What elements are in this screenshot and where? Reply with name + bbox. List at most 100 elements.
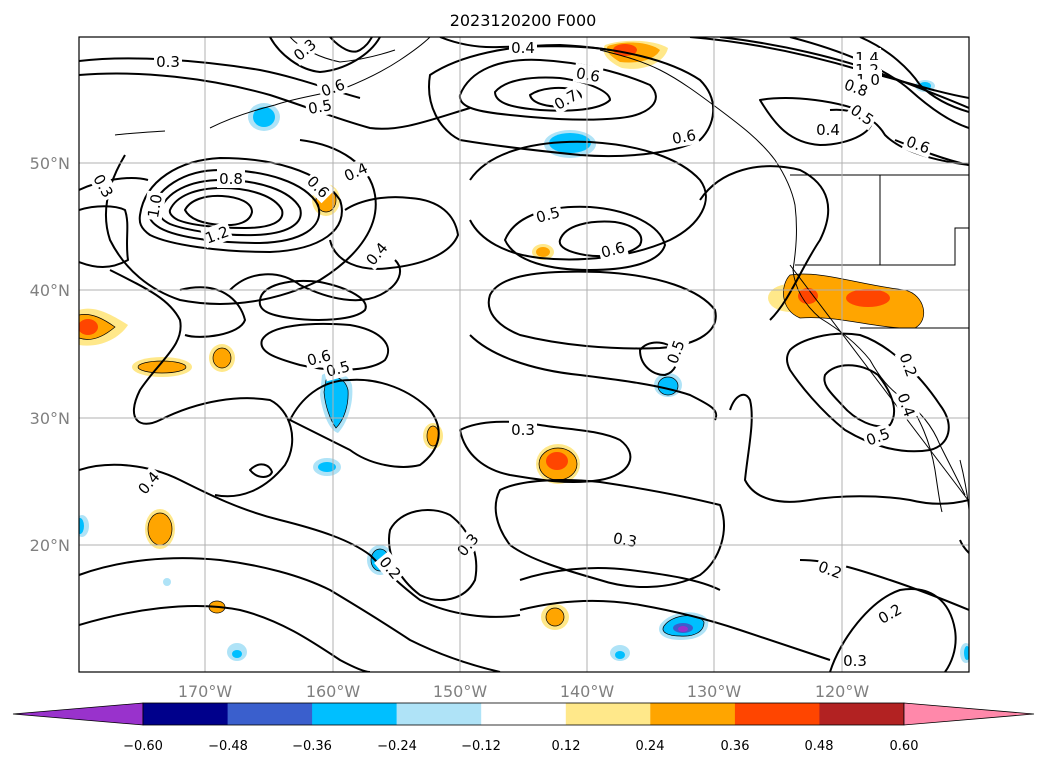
contour-label-text: 0.4	[816, 121, 840, 139]
contour-label-bg	[548, 84, 583, 115]
contour-line	[79, 177, 149, 191]
latitude-ticks: 50°N 40°N 30°N 20°N	[30, 154, 70, 555]
contour-line	[487, 270, 717, 350]
contour-line	[759, 97, 873, 146]
contour-label: 1.0	[142, 190, 167, 222]
contour-line	[388, 509, 478, 601]
contour-label-bg	[509, 420, 537, 439]
contour-label-text: 0.6	[599, 238, 627, 262]
contour-label-text: 0.3	[156, 53, 180, 71]
colorbar: −0.60 −0.48 −0.36 −0.24 −0.12 0.12 0.24 …	[12, 702, 1035, 754]
colorbar-segment	[143, 703, 228, 725]
contour-label-text: 1.0	[144, 193, 166, 220]
contour-label-bg	[841, 651, 869, 670]
lon-tick-label: 130°W	[687, 682, 742, 701]
lon-tick-label: 150°W	[433, 682, 488, 701]
contour-label-bg	[304, 94, 336, 119]
contour-label: 0.3	[154, 52, 182, 71]
contour-label-text: 0.8	[219, 170, 243, 188]
contour-line	[229, 259, 401, 302]
lat-tick-label: 20°N	[30, 536, 70, 555]
contour-line	[494, 479, 725, 588]
negative-anomaly-patch	[544, 130, 596, 158]
colorbar-tick-label: 0.48	[805, 739, 834, 754]
contour-line	[699, 165, 830, 321]
contour-label-bg	[596, 236, 629, 263]
contour-label-bg	[321, 355, 354, 382]
colorbar-segment	[396, 703, 482, 725]
contour-label: 0.2	[813, 555, 847, 584]
colorbar-tick-label: 0.60	[890, 739, 919, 754]
positive-anomaly-patch	[768, 273, 925, 329]
contour-label-text: 0.4	[511, 39, 535, 57]
contour-line	[469, 334, 718, 421]
contour-label-bg	[301, 170, 335, 204]
contour-label-bg	[845, 98, 880, 131]
contour-label-bg	[339, 157, 373, 187]
colorbar-extend-right	[903, 702, 1035, 726]
contour-label: 0.6	[668, 124, 700, 149]
contour-line	[789, 37, 969, 129]
contour-line	[138, 157, 343, 253]
positive-anomaly-patch	[536, 444, 580, 484]
contour-label: 0.5	[304, 94, 336, 119]
contour-label: 0.8	[217, 169, 245, 188]
map-frame	[78, 36, 970, 673]
contour-line	[519, 599, 831, 661]
colorbar-segment	[227, 703, 313, 725]
contour-label-bg	[861, 422, 895, 451]
negative-anomaly-patch	[248, 103, 280, 131]
map-panel: 0.30.60.50.30.40.60.70.61.41.21.00.80.50…	[78, 33, 970, 673]
contour-label: 0.5	[531, 201, 564, 228]
contour-label-bg	[287, 33, 322, 66]
colorbar-labels: −0.60 −0.48 −0.36 −0.24 −0.12 0.12 0.24 …	[123, 739, 918, 754]
contour-label: 0.3	[509, 420, 537, 439]
contour-line	[786, 332, 950, 453]
contour-label-bg	[814, 120, 842, 139]
contour-line	[258, 279, 367, 321]
contour-line	[249, 463, 273, 478]
contour-label-bg	[901, 130, 935, 159]
colorbar-tick-label: 0.12	[552, 739, 581, 754]
contour-line	[79, 205, 129, 268]
contour-line	[260, 322, 390, 371]
contour-line	[158, 179, 302, 237]
colorbar-tick-label: −0.60	[123, 739, 163, 754]
colorbar-segments	[142, 702, 905, 726]
contour-line	[494, 76, 611, 112]
contour-label-text: 0.6	[671, 126, 698, 148]
contour-label-bg	[142, 190, 167, 222]
contour-line	[729, 393, 969, 505]
contour-label: 0.5	[845, 98, 880, 131]
colorbar-tick-label: −0.12	[461, 739, 501, 754]
map-title: 2023120200 F000	[450, 11, 597, 30]
lat-tick-label: 40°N	[30, 281, 70, 300]
contour-label-bg	[839, 73, 873, 102]
contour-label: 0.4	[132, 465, 165, 500]
contour-label-text: 0.3	[511, 421, 535, 439]
contour-label: 0.3	[841, 651, 869, 670]
colorbar-tick-label: −0.48	[208, 739, 248, 754]
contour-label-bg	[200, 220, 234, 249]
positive-anomaly-patch	[79, 308, 128, 346]
contour-line	[458, 58, 657, 121]
contour-line	[859, 37, 969, 113]
negative-anomaly-patch	[659, 612, 709, 640]
contour-line	[79, 463, 521, 618]
contour-line	[79, 557, 501, 672]
contour-label-bg	[813, 555, 847, 584]
contour-label-bg	[668, 124, 700, 149]
contour-label-text: 0.5	[307, 96, 334, 118]
contour-line	[829, 588, 957, 672]
contour-line	[168, 187, 284, 229]
contour-label-bg	[217, 169, 245, 188]
longitude-ticks: 170°W 160°W 150°W 140°W 130°W 120°W	[178, 682, 870, 701]
contour-labels: 0.30.60.50.30.40.60.70.61.41.21.00.80.50…	[88, 33, 935, 670]
contour-label: 0.5	[661, 335, 690, 369]
contour-label: 0.6	[596, 236, 629, 263]
contour-line	[959, 539, 969, 554]
contour-label-bg	[572, 62, 604, 87]
contour-label-bg	[509, 38, 537, 57]
contour-line	[558, 220, 643, 258]
